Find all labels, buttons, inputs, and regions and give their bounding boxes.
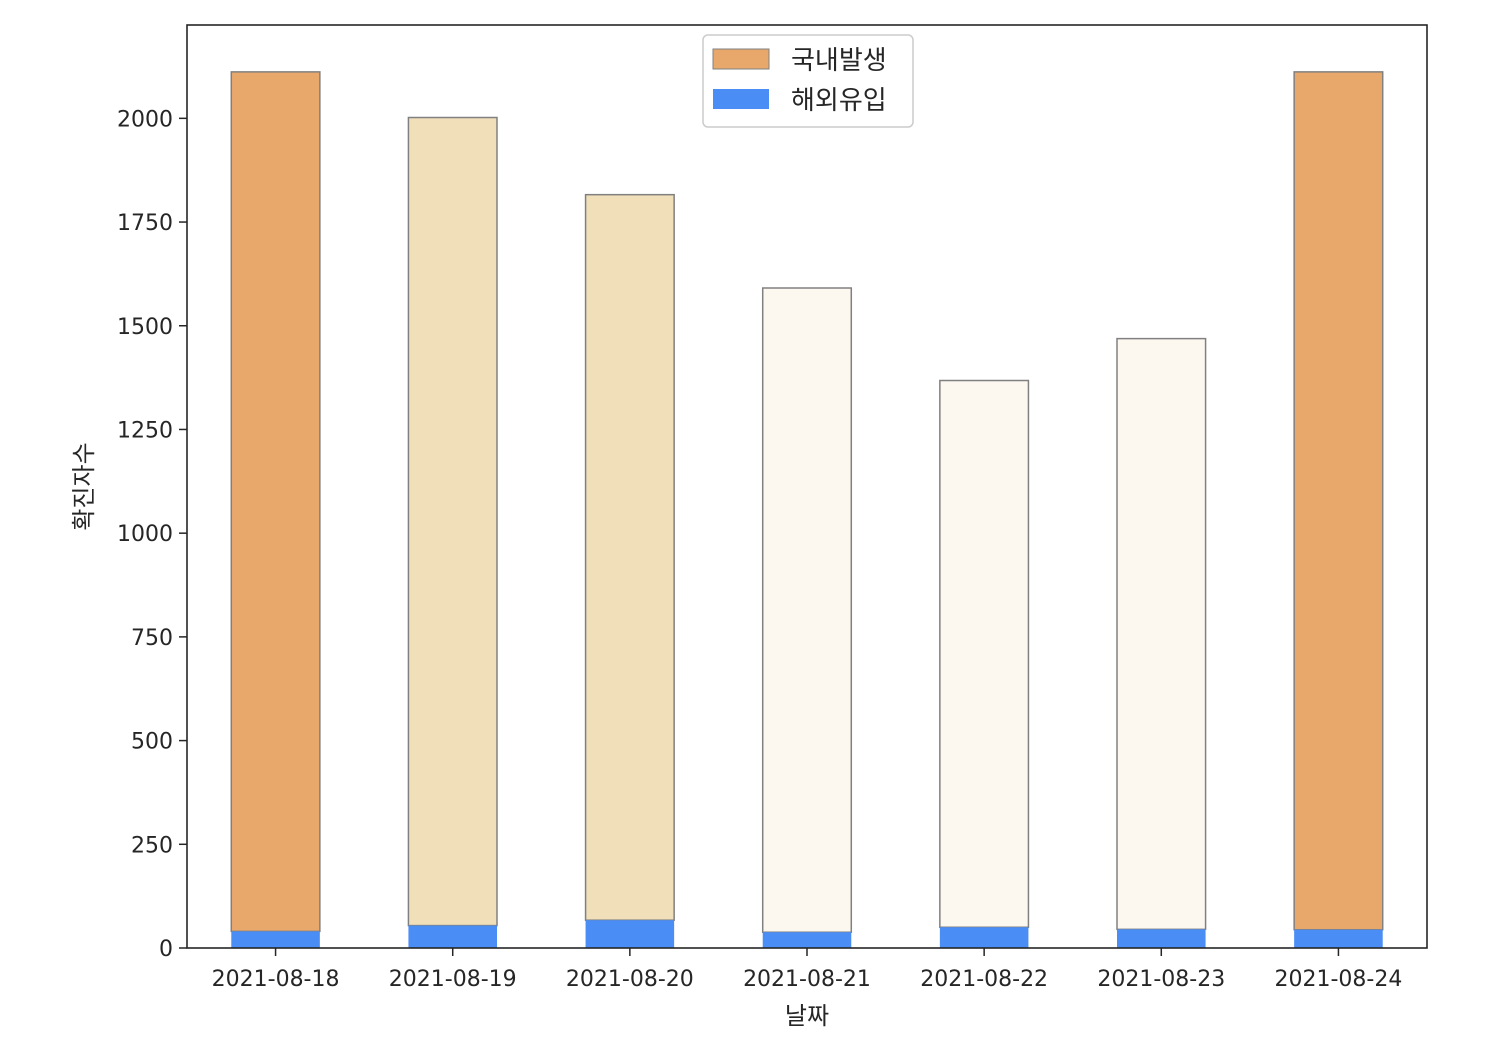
bar-overseas-2021-08-20 xyxy=(585,920,675,948)
y-tick-label: 500 xyxy=(131,730,173,755)
bar-overseas-2021-08-18 xyxy=(231,931,320,948)
y-tick-label: 1750 xyxy=(117,211,173,236)
y-axis: 0 250 500 750 1000 1250 1500 1750 2000 xyxy=(117,107,187,962)
legend-swatch-domestic xyxy=(712,48,770,70)
bar-domestic-2021-08-22 xyxy=(939,379,1030,929)
x-tick-label: 2021-08-18 xyxy=(212,967,340,992)
y-tick-label: 1500 xyxy=(117,315,173,340)
y-tick-label: 250 xyxy=(131,833,173,858)
bar-domestic-2021-08-21 xyxy=(761,287,853,933)
bar-domestic-2021-08-18 xyxy=(230,71,321,933)
y-axis-label: 확진자수 xyxy=(70,442,98,530)
x-tick-label: 2021-08-24 xyxy=(1274,967,1402,992)
bar-domestic-2021-08-19 xyxy=(407,116,498,927)
bar-domestic-2021-08-20 xyxy=(584,193,675,921)
legend: 국내발생 해외유입 xyxy=(702,34,914,128)
bar-overseas-2021-08-21 xyxy=(762,932,852,948)
y-tick-label: 1250 xyxy=(117,418,173,443)
bar-overseas-2021-08-23 xyxy=(1117,929,1206,948)
y-tick-label: 1000 xyxy=(117,522,173,547)
y-tick-label: 750 xyxy=(131,626,173,651)
y-tick-label: 2000 xyxy=(117,107,173,132)
bars-group xyxy=(230,71,1384,948)
bar-overseas-2021-08-22 xyxy=(939,927,1029,948)
x-axis-label: 날짜 xyxy=(785,1002,829,1030)
bar-overseas-2021-08-24 xyxy=(1294,929,1383,948)
y-tick-label: 0 xyxy=(159,937,173,962)
x-tick-label: 2021-08-22 xyxy=(920,967,1048,992)
x-axis: 2021-08-18 2021-08-19 2021-08-20 2021-08-21… xyxy=(212,948,1402,992)
x-tick-label: 2021-08-19 xyxy=(389,967,517,992)
legend-label-overseas: 해외유입 xyxy=(791,86,887,116)
bar-overseas-2021-08-19 xyxy=(408,925,497,948)
x-tick-label: 2021-08-23 xyxy=(1097,967,1225,992)
x-tick-label: 2021-08-20 xyxy=(566,967,694,992)
bar-domestic-2021-08-24 xyxy=(1293,71,1384,931)
x-tick-label: 2021-08-21 xyxy=(743,967,871,992)
bar-domestic-2021-08-23 xyxy=(1116,337,1207,931)
legend-swatch-overseas xyxy=(713,89,769,109)
legend-label-domestic: 국내발생 xyxy=(791,46,887,76)
